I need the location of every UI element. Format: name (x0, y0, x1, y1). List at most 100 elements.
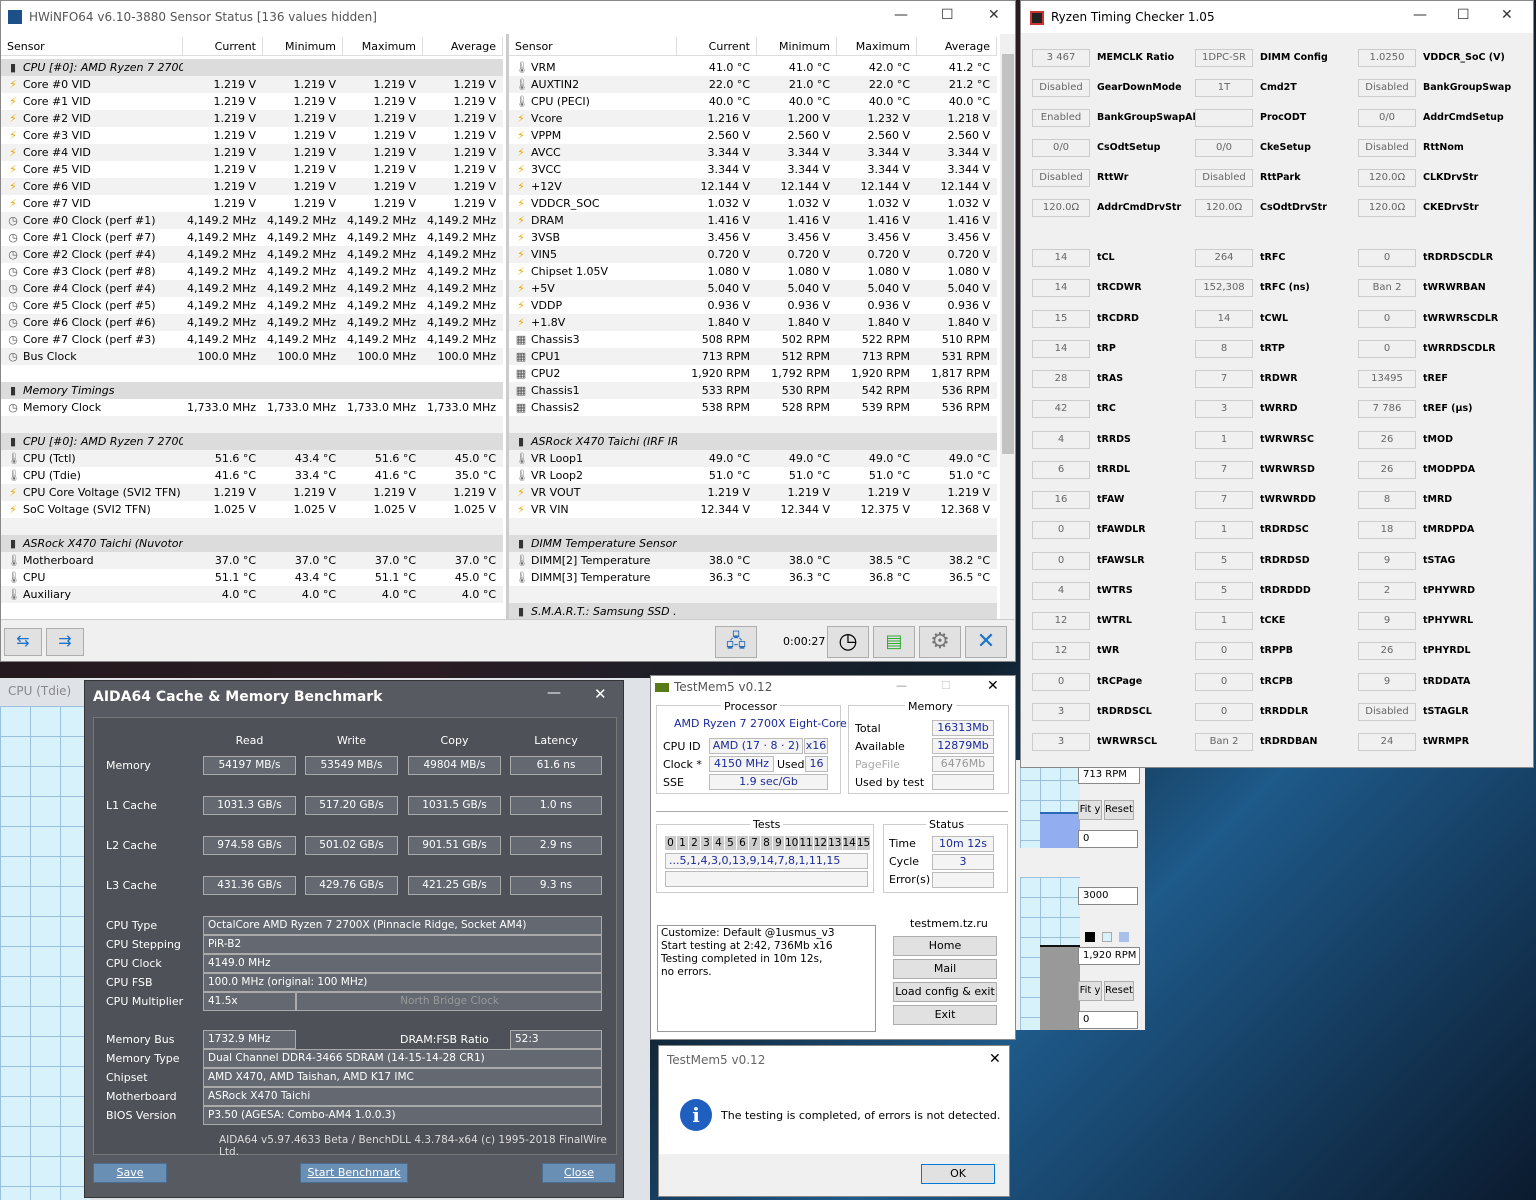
fit-y-button[interactable]: Fit y (1078, 800, 1102, 820)
settings-button[interactable]: ⚙ (919, 626, 961, 658)
sensor-row[interactable]: ⚡ VR VOUT 1.219 V 1.219 V 1.219 V 1.219 V (509, 484, 997, 501)
column-maximum[interactable]: Maximum (837, 37, 917, 55)
minimize-button[interactable]: — (894, 7, 908, 23)
maximize-button[interactable]: ☐ (941, 7, 954, 23)
column-sensor[interactable]: Sensor (509, 37, 677, 55)
close-sensors-button[interactable]: ✕ (965, 626, 1007, 658)
sensor-row[interactable]: ◷ Core #3 Clock (perf #8) 4,149.2 MHz 4,149… (1, 263, 503, 280)
exit-button[interactable]: Exit (893, 1005, 997, 1025)
pane-divider[interactable] (506, 34, 509, 619)
sensor-row[interactable]: ▦ Chassis3 508 RPM 502 RPM 522 RPM 510 RPM (509, 331, 997, 348)
network-button[interactable]: 🖧 (715, 626, 757, 658)
sensor-row[interactable]: 🌡 VR Loop2 51.0 °C 51.0 °C 51.0 °C 51.0 °C (509, 467, 997, 484)
sensor-row[interactable]: ⚡ +1.8V 1.840 V 1.840 V 1.840 V 1.840 V (509, 314, 997, 331)
collapse-arrows-button[interactable]: ⇉ (46, 628, 84, 656)
sensor-row[interactable]: ⚡ AVCC 3.344 V 3.344 V 3.344 V 3.344 V (509, 144, 997, 161)
column-sensor[interactable]: Sensor (1, 37, 183, 55)
sensor-row[interactable] (1, 365, 503, 382)
sensor-row[interactable]: ⚡ VPPM 2.560 V 2.560 V 2.560 V 2.560 V (509, 127, 997, 144)
fit-y-button[interactable]: Fit y (1078, 981, 1102, 1001)
sensor-row[interactable]: ⚡ VR VIN 12.344 V 12.344 V 12.375 V 12.368 V (509, 501, 997, 518)
sensor-row[interactable] (1, 416, 503, 433)
sensor-row[interactable]: 🌡 VR Loop1 49.0 °C 49.0 °C 49.0 °C 49.0 °C (509, 450, 997, 467)
close-dialog-button[interactable]: Close (542, 1163, 616, 1183)
sensor-row[interactable]: ⚡ Core #6 VID 1.219 V 1.219 V 1.219 V 1.219 V (1, 178, 503, 195)
color-swatch-light[interactable] (1102, 932, 1112, 942)
scrollbar[interactable] (1000, 34, 1015, 619)
sensor-row[interactable]: ▦ Chassis1 533 RPM 530 RPM 542 RPM 536 RPM (509, 382, 997, 399)
color-swatch-black[interactable] (1085, 932, 1095, 942)
sensor-row[interactable]: 🌡 Auxiliary 4.0 °C 4.0 °C 4.0 °C 4.0 °C (1, 586, 503, 603)
sensor-row[interactable]: ◷ Core #7 Clock (perf #3) 4,149.2 MHz 4,149… (1, 331, 503, 348)
sensor-row[interactable] (509, 518, 997, 535)
sensor-group[interactable]: ▮ ASRock X470 Taichi (Nuvoton ... (1, 535, 503, 552)
graph-2-max[interactable]: 3000 (1078, 887, 1138, 905)
sensor-row[interactable]: ◷ Core #6 Clock (perf #6) 4,149.2 MHz 4,149… (1, 314, 503, 331)
sensor-row[interactable]: ◷ Bus Clock 100.0 MHz 100.0 MHz 100.0 MHz 100… (1, 348, 503, 365)
sensor-row[interactable]: 🌡 AUXTIN2 22.0 °C 21.0 °C 22.0 °C 21.2 °C (509, 76, 997, 93)
column-average[interactable]: Average (917, 37, 997, 55)
sensor-row[interactable]: ⚡ SoC Voltage (SVI2 TFN) 1.025 V 1.025 V 1.0… (1, 501, 503, 518)
graph-1-min[interactable]: 0 (1078, 830, 1138, 848)
add-report-button[interactable]: ▤ (873, 626, 915, 658)
sensor-row[interactable]: ◷ Core #0 Clock (perf #1) 4,149.2 MHz 4,149… (1, 212, 503, 229)
close-button[interactable]: ✕ (989, 1051, 1001, 1067)
color-swatch-blue[interactable] (1119, 932, 1129, 942)
close-button[interactable]: ✕ (987, 678, 999, 694)
ok-button[interactable]: OK (921, 1164, 995, 1184)
sensor-row[interactable]: ▦ CPU2 1,920 RPM 1,792 RPM 1,920 RPM 1,817 RP… (509, 365, 997, 382)
sensor-row[interactable]: ⚡ 3VCC 3.344 V 3.344 V 3.344 V 3.344 V (509, 161, 997, 178)
close-button[interactable]: ✕ (1501, 7, 1513, 23)
sensor-row[interactable]: ⚡ Core #0 VID 1.219 V 1.219 V 1.219 V 1.219 V (1, 76, 503, 93)
minimize-button[interactable]: — (896, 679, 907, 692)
nav-arrows-button[interactable]: ⇆ (4, 628, 42, 656)
sensor-group[interactable]: ▮ Memory Timings (1, 382, 503, 399)
sensor-row[interactable]: 🌡 Motherboard 37.0 °C 37.0 °C 37.0 °C 37.0 °C (1, 552, 503, 569)
sensor-row[interactable]: 🌡 VRM 41.0 °C 41.0 °C 42.0 °C 41.2 °C (509, 59, 997, 76)
sensor-row[interactable]: 🌡 CPU (PECI) 40.0 °C 40.0 °C 40.0 °C 40.0 °C (509, 93, 997, 110)
minimize-button[interactable]: — (547, 685, 561, 701)
sensor-group[interactable]: ▮ DIMM Temperature Sensor (509, 535, 997, 552)
sensor-row[interactable]: ⚡ Core #4 VID 1.219 V 1.219 V 1.219 V 1.219 V (1, 144, 503, 161)
sensor-row[interactable]: ⚡ CPU Core Voltage (SVI2 TFN) 1.219 V 1.219… (1, 484, 503, 501)
sensor-row[interactable]: 🌡 DIMM[2] Temperature 38.0 °C 38.0 °C 38.5 °… (509, 552, 997, 569)
log-textarea[interactable]: Customize: Default @1usmus_v3 Start testi… (657, 925, 876, 1032)
sensor-row[interactable]: ⚡ 3VSB 3.456 V 3.456 V 3.456 V 3.456 V (509, 229, 997, 246)
sensor-group[interactable]: ▮ S.M.A.R.T.: Samsung SSD ... (509, 603, 997, 620)
sensor-row[interactable]: ▦ Chassis2 538 RPM 528 RPM 539 RPM 536 RPM (509, 399, 997, 416)
load-config-button[interactable]: Load config & exit (893, 982, 997, 1002)
sensor-row[interactable]: ⚡ +12V 12.144 V 12.144 V 12.144 V 12.144 V (509, 178, 997, 195)
reset-button[interactable]: Reset (1104, 981, 1134, 1001)
column-average[interactable]: Average (423, 37, 503, 55)
reset-button[interactable]: Reset (1104, 800, 1134, 820)
sensor-row[interactable]: ⚡ +5V 5.040 V 5.040 V 5.040 V 5.040 V (509, 280, 997, 297)
save-button[interactable]: Save (93, 1163, 167, 1183)
sensor-row[interactable] (509, 416, 997, 433)
sensor-row[interactable]: ⚡ DRAM 1.416 V 1.416 V 1.416 V 1.416 V (509, 212, 997, 229)
sensor-row[interactable]: ⚡ Chipset 1.05V 1.080 V 1.080 V 1.080 V 1.080… (509, 263, 997, 280)
sensor-row[interactable]: ⚡ VIN5 0.720 V 0.720 V 0.720 V 0.720 V (509, 246, 997, 263)
sensor-row[interactable]: ⚡ Core #5 VID 1.219 V 1.219 V 1.219 V 1.219 V (1, 161, 503, 178)
sensor-row[interactable]: ⚡ Core #7 VID 1.219 V 1.219 V 1.219 V 1.219 V (1, 195, 503, 212)
sensor-row[interactable]: 🌡 CPU (Tctl) 51.6 °C 43.4 °C 51.6 °C 45.0 °C (1, 450, 503, 467)
sensor-row[interactable]: ◷ Core #1 Clock (perf #7) 4,149.2 MHz 4,149… (1, 229, 503, 246)
sensor-row[interactable] (509, 586, 997, 603)
column-current[interactable]: Current (183, 37, 263, 55)
mail-button[interactable]: Mail (893, 959, 997, 979)
sensor-row[interactable]: ⚡ VDDP 0.936 V 0.936 V 0.936 V 0.936 V (509, 297, 997, 314)
sensor-group[interactable]: ▮ CPU [#0]: AMD Ryzen 7 2700... (1, 433, 503, 450)
sensor-row[interactable]: ◷ Memory Clock 1,733.0 MHz 1,733.0 MHz 1,733… (1, 399, 503, 416)
sensor-group[interactable]: ▮ ASRock X470 Taichi (IRF IR... (509, 433, 997, 450)
sensor-row[interactable]: 🌡 CPU 51.1 °C 43.4 °C 51.1 °C 45.0 °C (1, 569, 503, 586)
sensor-row[interactable]: ◷ Core #4 Clock (perf #4) 4,149.2 MHz 4,149… (1, 280, 503, 297)
close-button[interactable]: ✕ (594, 685, 607, 703)
home-button[interactable]: Home (893, 936, 997, 956)
column-minimum[interactable]: Minimum (263, 37, 343, 55)
sensor-row[interactable]: 🌡 CPU (Tdie) 41.6 °C 33.4 °C 41.6 °C 35.0 °C (1, 467, 503, 484)
sensor-row[interactable]: ▦ CPU1 713 RPM 512 RPM 713 RPM 531 RPM (509, 348, 997, 365)
sensor-row[interactable]: ⚡ Vcore 1.216 V 1.200 V 1.232 V 1.218 V (509, 110, 997, 127)
clock-reset-button[interactable]: ◷ (827, 626, 869, 658)
graph-2-min[interactable]: 0 (1078, 1011, 1138, 1029)
close-button[interactable]: ✕ (988, 7, 1000, 23)
sensor-row[interactable]: ⚡ VDDCR_SOC 1.032 V 1.032 V 1.032 V 1.032 V (509, 195, 997, 212)
